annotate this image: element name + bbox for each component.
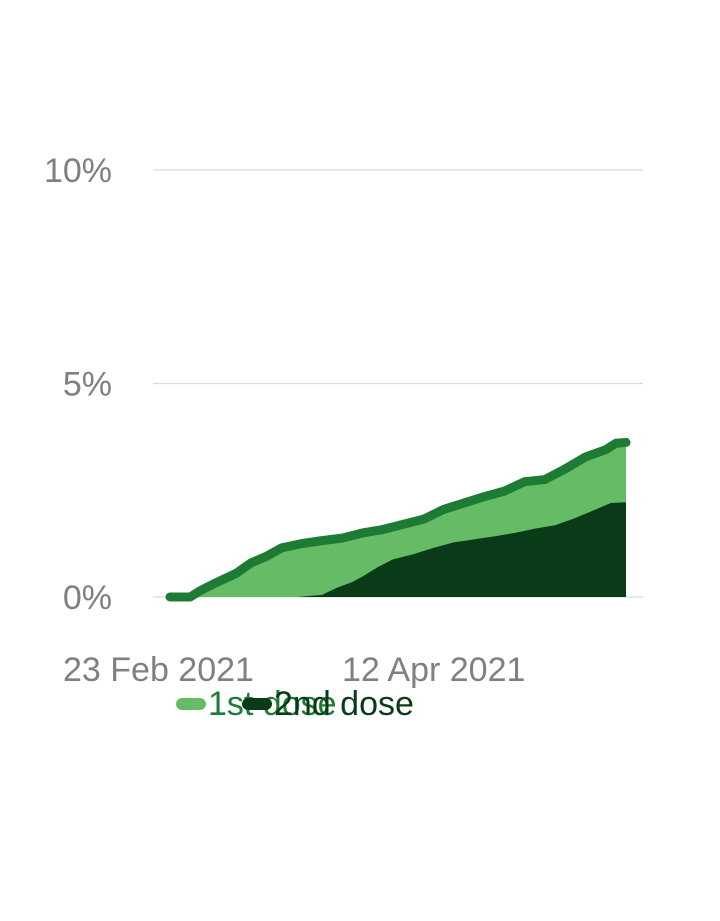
x-axis-ticks: 23 Feb 2021 12 Apr 2021 xyxy=(63,651,525,689)
y-tick-label: 10% xyxy=(44,152,112,190)
series-area-second-dose xyxy=(170,502,626,597)
x-tick-label: 12 Apr 2021 xyxy=(342,651,525,689)
y-tick-label: 0% xyxy=(63,579,112,617)
y-axis-ticks: 0% 5% 10% xyxy=(44,152,112,617)
legend-label-first-dose: 1st dose xyxy=(208,685,337,723)
legend-swatch-first-dose xyxy=(176,698,206,711)
legend-item-second-dose[interactable]: 2nd dose xyxy=(242,684,414,724)
legend-label-second-dose: 2nd dose xyxy=(274,685,414,723)
legend-swatch-second-dose xyxy=(242,698,272,711)
series-line-first-dose xyxy=(165,437,631,602)
legend-item-first-dose[interactable]: 1st dose xyxy=(176,684,337,724)
y-tick-label: 5% xyxy=(63,366,112,404)
area-layer xyxy=(165,437,631,602)
x-tick-label: 23 Feb 2021 xyxy=(63,651,254,689)
